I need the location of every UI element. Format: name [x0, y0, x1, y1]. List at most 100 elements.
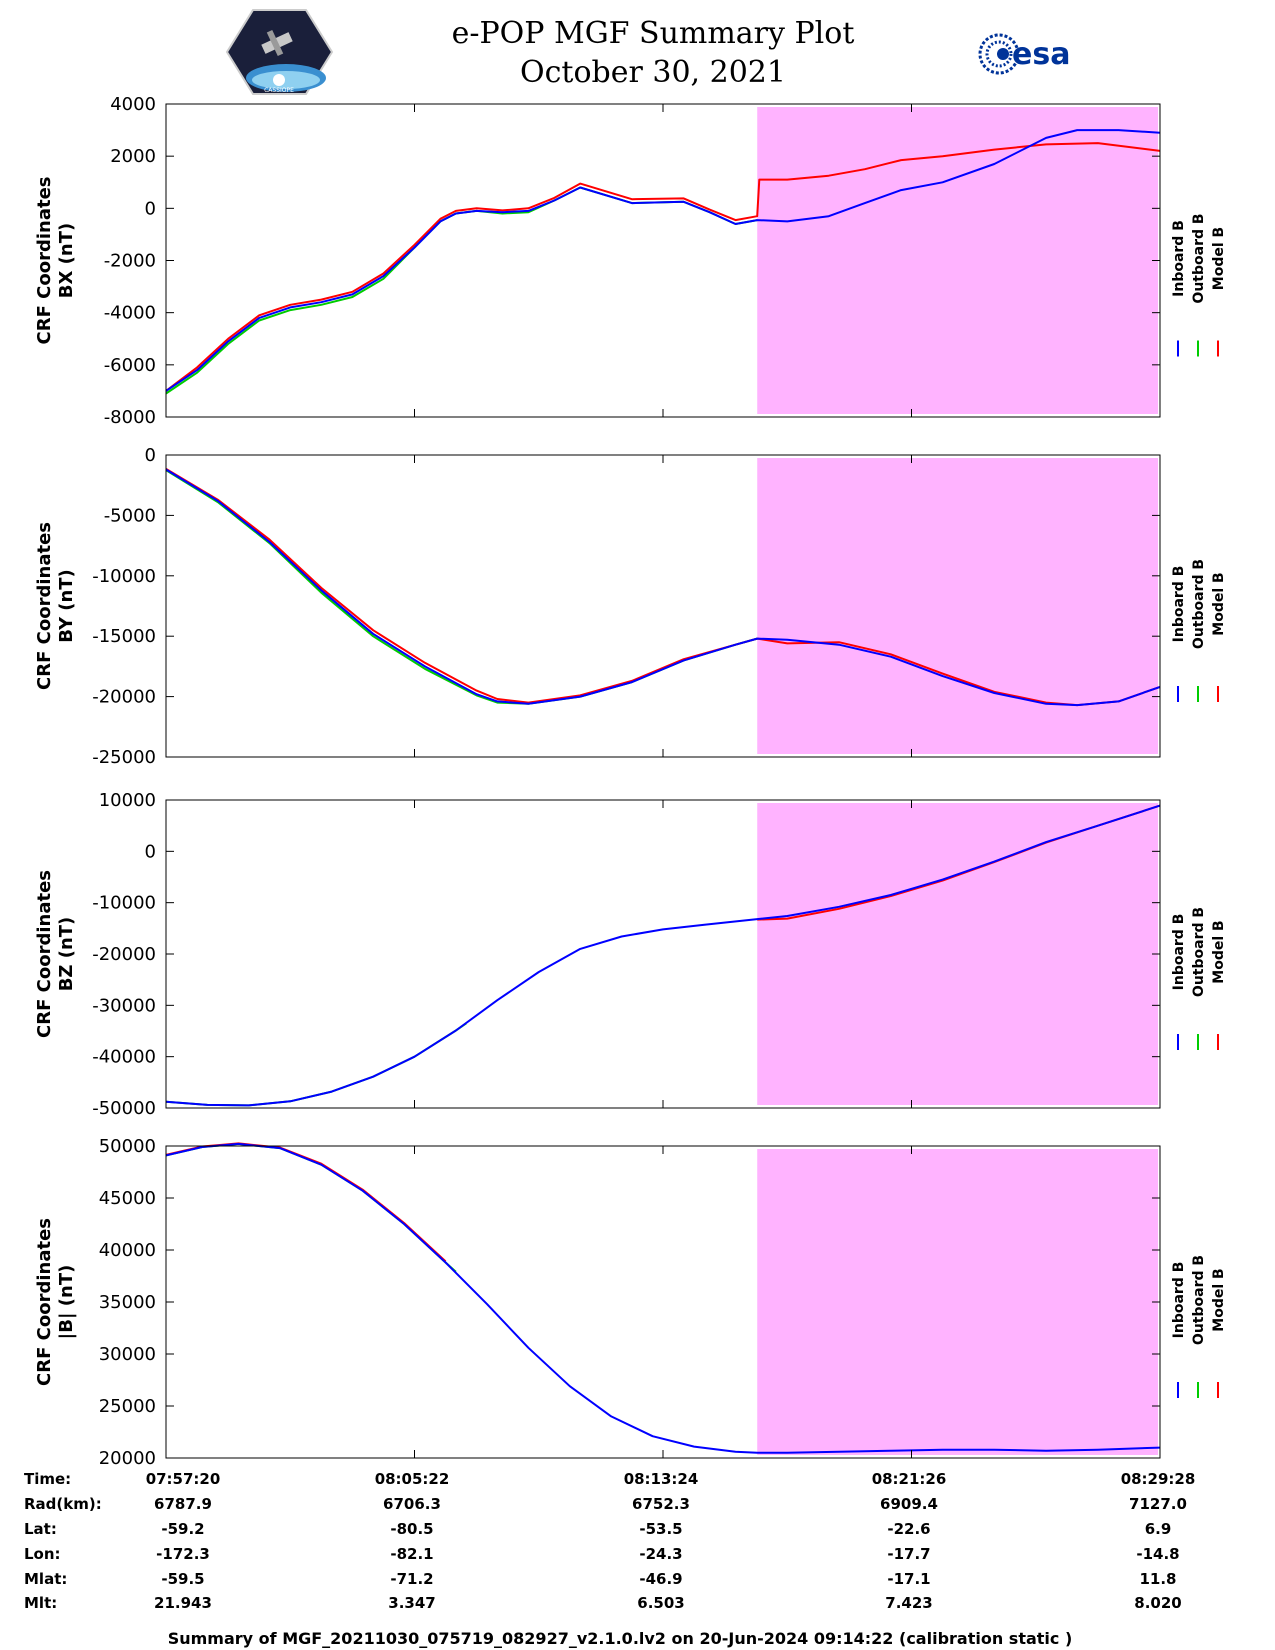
series-inboard-b — [165, 468, 1161, 707]
table-cell: 08:21:26 — [872, 1470, 947, 1488]
y-axis-label-line: BZ (nT) — [56, 917, 77, 992]
series-outboard-b — [165, 186, 758, 395]
footer-caption: Summary of MGF_20211030_075719_082927_v2… — [168, 1629, 1073, 1648]
y-tick-label: 0 — [145, 445, 156, 466]
panel-1: 4000 2000 0 -2000 -4000 -6000 -8000 CRF Coordin… — [34, 94, 1227, 428]
y-tick-label: 0 — [145, 198, 156, 219]
y-tick-label: -25000 — [92, 747, 156, 768]
table-row-label: Rad(km): — [24, 1495, 102, 1513]
calibration-region — [757, 458, 1158, 754]
esa-logo: esa — [978, 33, 1070, 75]
y-axis-label-line: CRF Coordinates — [34, 522, 55, 690]
table-cell: -22.6 — [887, 1520, 930, 1538]
figure-title: e-POP MGF Summary Plot — [452, 16, 855, 51]
series-model-b — [165, 142, 1161, 392]
legend-label: Inboard B — [1171, 914, 1187, 991]
y-axis-label: CRF CoordinatesBZ (nT) — [34, 870, 77, 1038]
table-cell: -24.3 — [639, 1545, 682, 1563]
y-tick-label: 0 — [145, 841, 156, 862]
y-tick-label: -4000 — [104, 303, 156, 324]
table-cell: 6909.4 — [880, 1495, 938, 1513]
table-row-label: Lon: — [24, 1545, 61, 1563]
table-cell: 6787.9 — [154, 1495, 212, 1513]
table-row-label: Lat: — [24, 1520, 57, 1538]
table-cell: -53.5 — [639, 1520, 682, 1538]
y-tick-label: -10000 — [92, 893, 156, 914]
calibration-region — [757, 803, 1158, 1105]
y-tick-label: 25000 — [99, 1396, 156, 1417]
series-outboard-b — [165, 1142, 457, 1273]
table-cell: 7127.0 — [1129, 1495, 1187, 1513]
table-cell: 07:57:20 — [146, 1470, 221, 1488]
table-cell: 8.020 — [1134, 1594, 1181, 1612]
table-cell: 6706.3 — [383, 1495, 441, 1513]
y-axis-label: CRF CoordinatesBY (nT) — [34, 522, 77, 690]
calibration-region — [757, 107, 1158, 414]
y-tick-label: -6000 — [104, 355, 156, 376]
figure-date: October 30, 2021 — [520, 55, 786, 90]
esa-logo-text: esa — [1012, 37, 1070, 72]
y-tick-label: 30000 — [99, 1344, 156, 1365]
table-cell: 3.347 — [388, 1594, 435, 1612]
series-model-b — [165, 1142, 447, 1263]
table-row-label: Time: — [24, 1470, 71, 1488]
series-outboard-b — [165, 1022, 467, 1107]
table-cell: -46.9 — [639, 1570, 682, 1588]
legend-label: Model B — [1211, 1268, 1227, 1331]
y-tick-label: 10000 — [99, 790, 156, 811]
legend-label: Outboard B — [1191, 559, 1207, 649]
y-tick-label: -40000 — [92, 1047, 156, 1068]
table-cell: -14.8 — [1136, 1545, 1179, 1563]
y-tick-label: -2000 — [104, 251, 156, 272]
cassiope-logo-text: CASSIOPE — [264, 87, 294, 94]
y-axis-label-line: CRF Coordinates — [34, 177, 55, 345]
panel-4: 50000 45000 40000 35000 30000 25000 20000 CRF C… — [34, 1136, 1227, 1469]
series-inboard-b — [165, 804, 1161, 1107]
table-cell: 08:29:28 — [1121, 1470, 1196, 1488]
table-cell: -82.1 — [390, 1545, 433, 1563]
series-inboard-b — [165, 1142, 1161, 1454]
header: CASSIOPE e-POP MGF Summary Plot October … — [225, 9, 1070, 95]
table-cell: 6.503 — [637, 1594, 684, 1612]
y-tick-label: 2000 — [110, 146, 156, 167]
table-cell: 6752.3 — [632, 1495, 690, 1513]
table-cell: -17.7 — [887, 1545, 930, 1563]
y-tick-label: 40000 — [99, 1240, 156, 1261]
y-axis-label-line: CRF Coordinates — [34, 1218, 55, 1386]
table-cell: 08:13:24 — [624, 1470, 699, 1488]
series-model-b — [165, 468, 1161, 707]
y-tick-label: 45000 — [99, 1188, 156, 1209]
y-tick-label: -20000 — [92, 944, 156, 965]
y-tick-label: -30000 — [92, 995, 156, 1016]
y-tick-label: -5000 — [104, 505, 156, 526]
table-cell: -59.2 — [161, 1520, 204, 1538]
legend-label: Inboard B — [1171, 220, 1187, 297]
series-outboard-b — [165, 469, 758, 705]
table-row-label: Mlat: — [24, 1570, 67, 1588]
y-tick-label: -15000 — [92, 626, 156, 647]
y-axis-label: CRF Coordinates|B| (nT) — [34, 1218, 77, 1386]
legend-label: Inboard B — [1171, 566, 1187, 643]
table-cell: 6.9 — [1145, 1520, 1172, 1538]
table-cell: 21.943 — [154, 1594, 212, 1612]
legend-label: Outboard B — [1191, 213, 1207, 303]
table-cell: -71.2 — [390, 1570, 433, 1588]
legend-label: Model B — [1211, 572, 1227, 635]
table-cell: -59.5 — [161, 1570, 204, 1588]
panel-2: 0 -5000 -10000 -15000 -20000 -25000 CRF Coordi… — [34, 445, 1227, 768]
y-tick-label: 50000 — [99, 1136, 156, 1157]
table-cell: -80.5 — [390, 1520, 433, 1538]
table-cell: 11.8 — [1139, 1570, 1176, 1588]
series-inboard-b — [165, 129, 1161, 392]
legend-label: Outboard B — [1191, 907, 1207, 997]
table-cell: 08:05:22 — [375, 1470, 450, 1488]
table-cell: -17.1 — [887, 1570, 930, 1588]
legend-label: Inboard B — [1171, 1262, 1187, 1339]
calibration-region — [757, 1149, 1158, 1455]
panel-3: 10000 0 -10000 -20000 -30000 -40000 -50000 CRF … — [34, 790, 1227, 1119]
cassiope-logo: CASSIOPE — [225, 9, 334, 95]
y-axis-label: CRF CoordinatesBX (nT) — [34, 177, 77, 345]
y-axis-label-line: |B| (nT) — [56, 1265, 77, 1340]
